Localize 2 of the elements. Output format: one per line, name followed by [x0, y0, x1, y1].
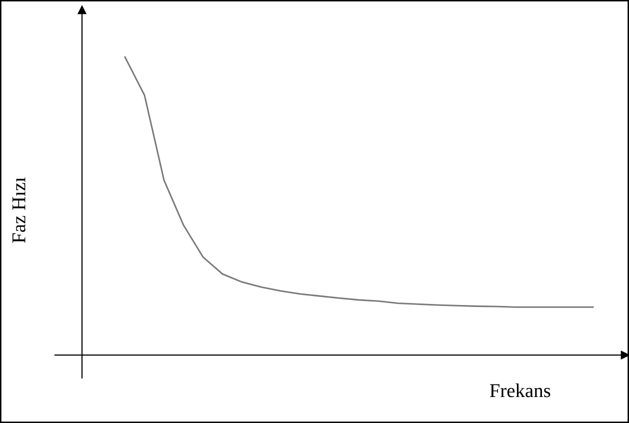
- x-axis-title: Frekans: [490, 384, 550, 398]
- y-axis-title: Faz Hızı: [12, 177, 26, 243]
